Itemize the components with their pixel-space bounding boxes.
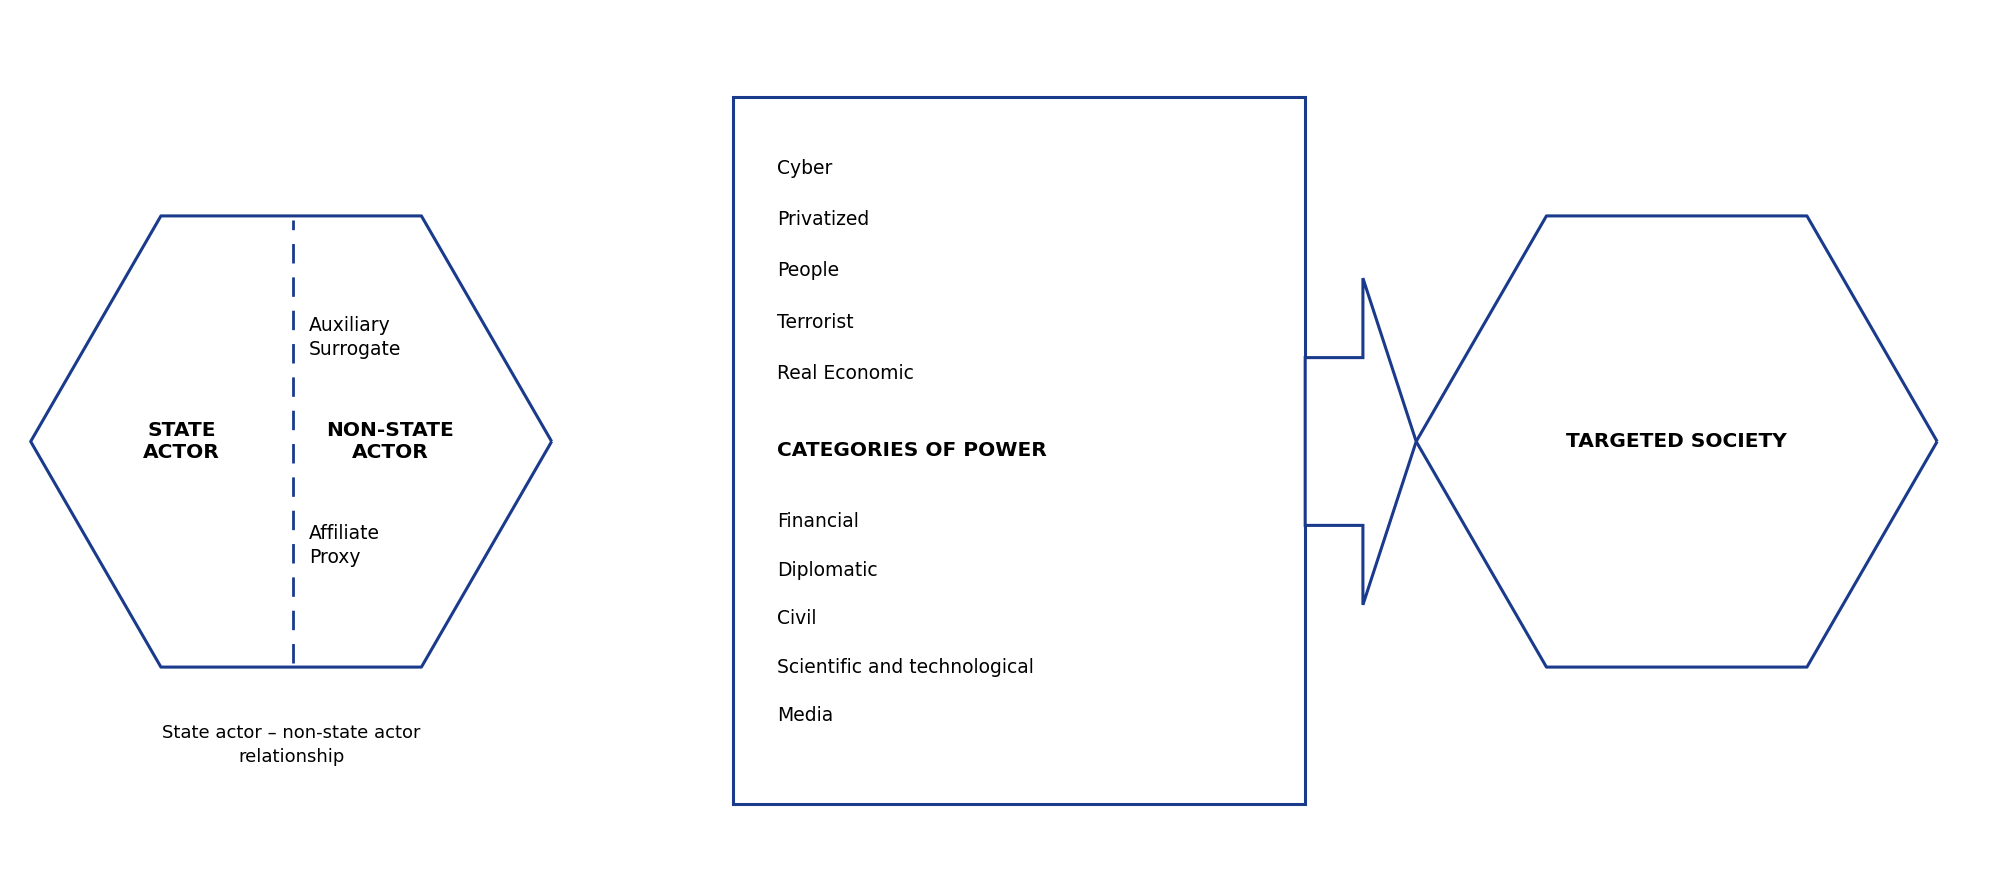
- Text: Media: Media: [777, 706, 833, 726]
- Text: CATEGORIES OF POWER: CATEGORIES OF POWER: [777, 441, 1046, 460]
- Text: State actor – non-state actor
relationship: State actor – non-state actor relationsh…: [163, 724, 419, 766]
- Text: People: People: [777, 261, 839, 281]
- Text: NON-STATE
ACTOR: NON-STATE ACTOR: [325, 421, 454, 462]
- Text: Scientific and technological: Scientific and technological: [777, 658, 1034, 677]
- Text: Affiliate
Proxy: Affiliate Proxy: [309, 525, 379, 567]
- Text: STATE
ACTOR: STATE ACTOR: [142, 421, 221, 462]
- Text: TARGETED SOCIETY: TARGETED SOCIETY: [1565, 432, 1786, 451]
- Text: Terrorist: Terrorist: [777, 313, 853, 332]
- Polygon shape: [1305, 278, 1415, 605]
- Text: Financial: Financial: [777, 512, 859, 532]
- Text: Auxiliary
Surrogate: Auxiliary Surrogate: [309, 316, 401, 358]
- Text: Civil: Civil: [777, 609, 817, 629]
- Text: Diplomatic: Diplomatic: [777, 561, 877, 580]
- Text: Cyber: Cyber: [777, 159, 833, 178]
- Bar: [733, 97, 1305, 804]
- Text: Real Economic: Real Economic: [777, 364, 913, 383]
- Text: Privatized: Privatized: [777, 210, 869, 230]
